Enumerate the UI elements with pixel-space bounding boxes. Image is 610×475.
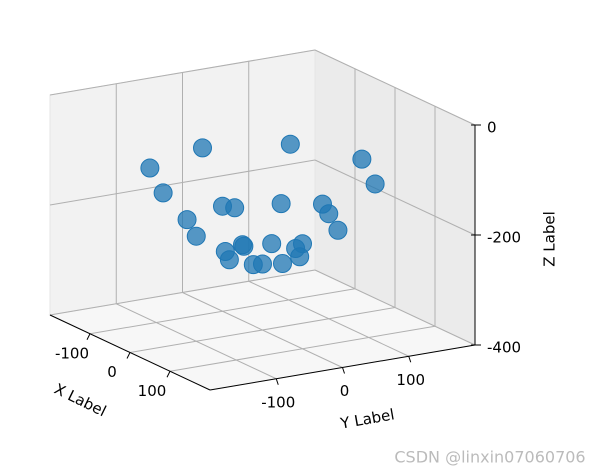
z-axis-label: Z Label: [541, 211, 559, 267]
point: [328, 220, 348, 240]
point: [225, 198, 245, 218]
x-tick-label: -100: [55, 344, 89, 362]
point: [219, 250, 239, 270]
point: [280, 134, 300, 154]
tick-mark: [166, 371, 171, 378]
tick-mark: [126, 352, 131, 359]
point: [177, 210, 197, 230]
y-axis-label: Y Label: [338, 405, 396, 432]
grid-line: [49, 49, 316, 96]
z-tick-label: -200: [487, 229, 521, 247]
point: [271, 194, 291, 214]
point: [365, 174, 385, 194]
grid-line: [248, 280, 409, 357]
point: [313, 194, 332, 214]
point: [234, 236, 254, 256]
point: [293, 234, 312, 254]
tick-mark: [275, 378, 279, 385]
point: [352, 149, 372, 169]
point: [153, 183, 173, 203]
grid-line: [49, 269, 316, 316]
grid-line: [116, 303, 277, 380]
point: [273, 253, 292, 273]
point: [140, 158, 160, 178]
x-tick-label: 100: [138, 382, 167, 400]
z-tick-label: 0: [487, 119, 497, 137]
point: [262, 234, 282, 254]
y-tick-label: 0: [340, 382, 350, 400]
point: [193, 138, 212, 158]
grid-line: [182, 292, 343, 368]
tick-mark: [408, 356, 412, 363]
grid-line: [314, 269, 476, 346]
z-tick-label: -400: [487, 339, 521, 357]
watermark: CSDN @linxin07060706: [394, 448, 585, 467]
x-tick-label: 0: [107, 363, 117, 381]
x-axis-label: X Label: [51, 380, 109, 421]
x-axis: [49, 314, 211, 391]
y-tick-label: 100: [396, 371, 425, 389]
y-axis: [209, 344, 476, 391]
grid-line: [314, 49, 476, 126]
y-tick-label: -100: [261, 393, 295, 411]
point: [186, 226, 206, 246]
grid-line: [314, 159, 476, 236]
grid-line: [49, 159, 316, 206]
tick-mark: [86, 333, 91, 340]
tick-mark: [342, 367, 345, 374]
point: [243, 255, 263, 275]
